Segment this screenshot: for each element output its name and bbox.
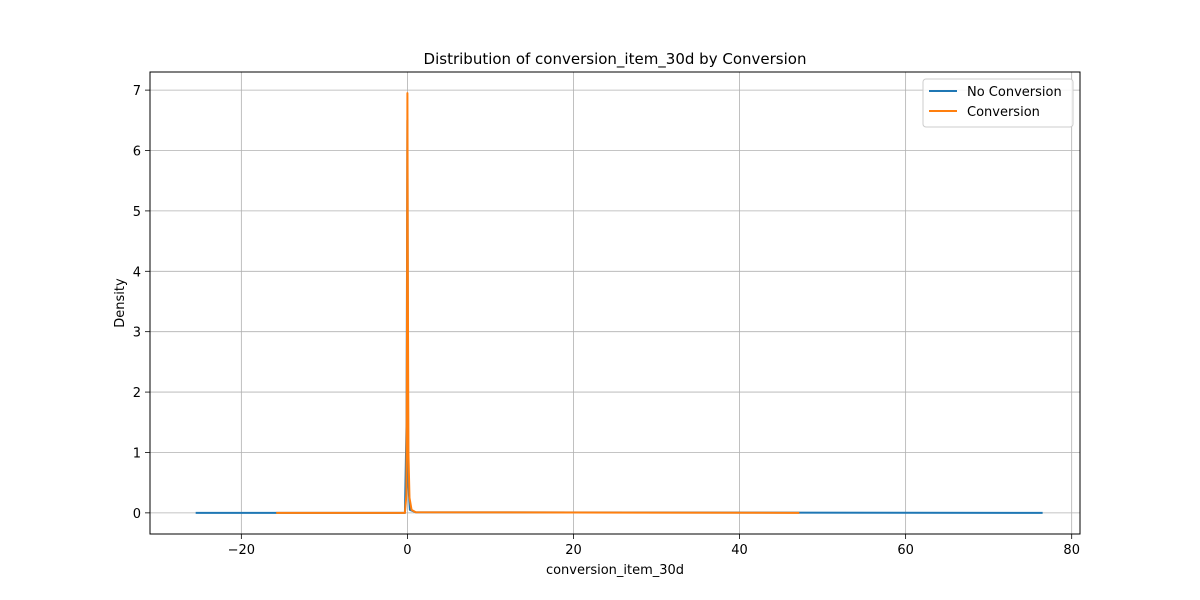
y-tick-label: 1 <box>133 446 141 461</box>
y-tick-label: 4 <box>133 265 141 280</box>
x-axis-label: conversion_item_30d <box>546 563 684 578</box>
x-tick-label: 40 <box>731 543 748 558</box>
x-tick-label: 60 <box>897 543 914 558</box>
series-line-1 <box>276 92 800 514</box>
y-tick-label: 0 <box>133 507 141 522</box>
chart-title: Distribution of conversion_item_30d by C… <box>424 50 807 69</box>
y-axis-label: Density <box>113 278 128 328</box>
x-tick-label: 0 <box>403 543 411 558</box>
legend-label: Conversion <box>967 105 1040 120</box>
y-tick-label: 2 <box>133 386 141 401</box>
y-axis-ticks: 0 1 2 3 4 5 6 7 <box>133 84 150 522</box>
x-tick-label: 80 <box>1063 543 1080 558</box>
legend: No Conversion Conversion <box>922 78 1074 128</box>
plot-area-frame <box>149 71 1081 535</box>
series-layer <box>195 92 1043 514</box>
y-tick-label: 5 <box>133 205 141 220</box>
x-tick-label: −20 <box>228 543 255 558</box>
x-axis-ticks: −20 0 20 40 60 80 <box>228 534 1080 558</box>
y-tick-label: 7 <box>133 84 141 99</box>
legend-label: No Conversion <box>967 85 1062 100</box>
y-tick-label: 6 <box>133 145 141 160</box>
x-tick-label: 20 <box>565 543 582 558</box>
y-tick-label: 3 <box>133 326 141 341</box>
legend-box <box>922 78 1074 128</box>
